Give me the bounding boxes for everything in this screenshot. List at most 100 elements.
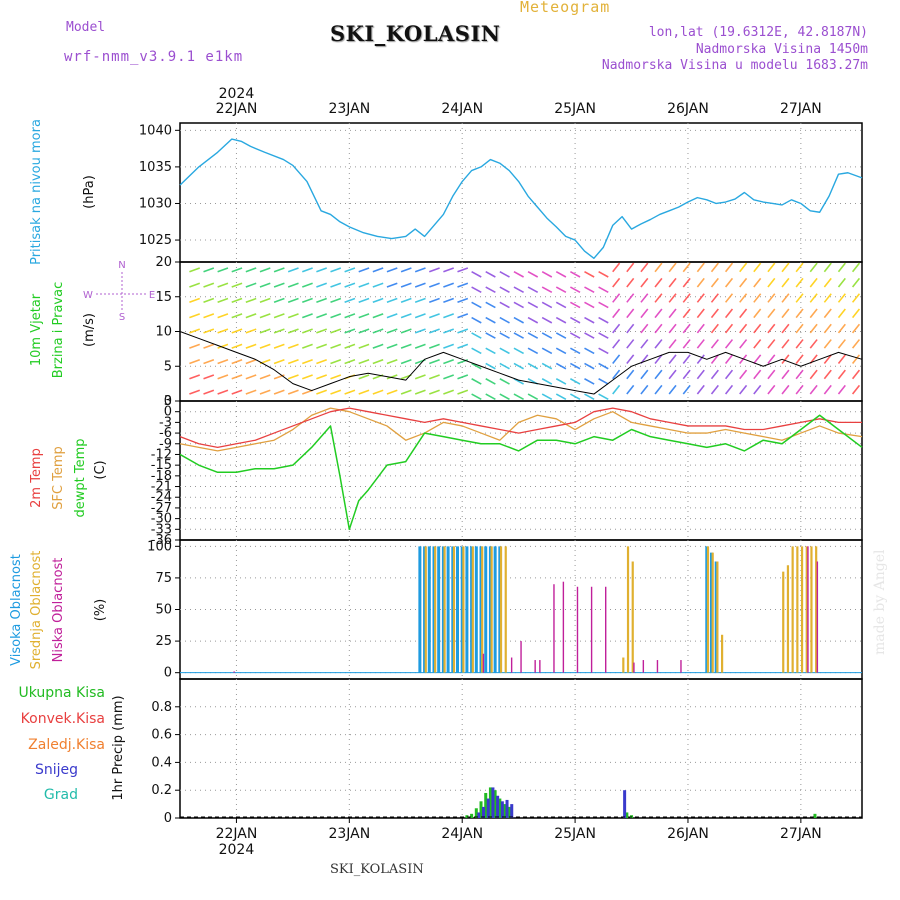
wind-barb bbox=[724, 277, 734, 288]
wind-barb bbox=[598, 332, 609, 339]
wind-barb bbox=[372, 358, 384, 365]
wind-barb bbox=[570, 393, 581, 401]
wind-barb bbox=[682, 293, 691, 303]
wind-barb bbox=[724, 262, 734, 273]
wind-barb bbox=[203, 313, 215, 319]
wind-barb bbox=[429, 282, 440, 288]
high-cloud-ylabel: Visoka Oblacnost bbox=[9, 554, 24, 666]
wind-barb bbox=[358, 374, 370, 380]
wind-barb bbox=[302, 358, 313, 365]
y-tick-label: 0 bbox=[164, 666, 172, 681]
wind-barb bbox=[527, 393, 539, 401]
wind-barb bbox=[781, 293, 790, 303]
wind-barb bbox=[358, 389, 370, 395]
wind-barb bbox=[696, 277, 705, 288]
wind-barb bbox=[471, 347, 482, 355]
wind-barb bbox=[429, 389, 440, 395]
wind-barb bbox=[302, 374, 313, 380]
wind-barb bbox=[471, 316, 482, 324]
y-tick-label: -24 bbox=[151, 490, 172, 505]
wind-barb bbox=[203, 282, 215, 288]
wind-barb bbox=[851, 384, 861, 395]
wind-barb bbox=[231, 313, 243, 319]
wind-barb bbox=[302, 343, 313, 349]
wind-barb bbox=[457, 343, 469, 349]
wind-barb bbox=[189, 297, 201, 304]
wind-barb bbox=[696, 293, 705, 303]
precip-bar bbox=[500, 801, 504, 818]
wind-barb bbox=[739, 262, 748, 273]
wind-barb bbox=[513, 332, 524, 339]
wind-barb bbox=[287, 374, 299, 380]
wind-barb bbox=[189, 282, 201, 288]
compass-west-label: W bbox=[83, 290, 93, 301]
wind-barb bbox=[259, 328, 271, 334]
wind-barb bbox=[555, 332, 567, 339]
time-tick-label-bottom: 25JAN bbox=[554, 826, 596, 842]
wind-barb bbox=[358, 282, 370, 288]
wind-barb bbox=[414, 328, 426, 334]
wind-barb bbox=[837, 384, 846, 395]
elevation-label: Nadmorska Visina 1450m bbox=[695, 42, 868, 57]
wind-barb bbox=[640, 293, 649, 303]
wind-barb bbox=[598, 271, 609, 278]
wind-barb bbox=[584, 347, 595, 355]
wind-barb bbox=[203, 358, 215, 365]
wind-barb bbox=[626, 323, 635, 334]
wind-barb bbox=[316, 267, 328, 273]
wind-barb bbox=[640, 369, 649, 380]
wind-barb bbox=[541, 316, 553, 324]
precip-legend-item: Snijeg bbox=[35, 762, 78, 778]
wind-barb bbox=[654, 369, 663, 380]
wind-barb bbox=[541, 301, 553, 309]
wind-barb bbox=[400, 343, 412, 349]
wind-barb bbox=[654, 277, 663, 288]
wind-barb bbox=[541, 271, 553, 278]
wind-barb bbox=[330, 374, 342, 380]
model-elevation-label: Nadmorska Visina u modelu 1683.27m bbox=[601, 58, 868, 73]
y-tick-label: 15 bbox=[155, 290, 172, 305]
wind-barb bbox=[231, 328, 243, 334]
y-tick-label: 5 bbox=[164, 359, 172, 374]
wind-barb bbox=[710, 262, 719, 273]
wind-barb bbox=[344, 267, 356, 273]
wind-barb bbox=[287, 343, 299, 349]
wind-barb bbox=[527, 271, 539, 278]
wind-barb bbox=[682, 277, 691, 288]
wind-barb bbox=[668, 323, 677, 334]
wind-barb bbox=[541, 393, 553, 401]
wind-barb bbox=[781, 339, 790, 349]
wind-barb bbox=[640, 323, 649, 334]
wind-barb bbox=[287, 267, 299, 273]
y-tick-label: 1040 bbox=[139, 123, 172, 138]
y-tick-label: 10 bbox=[155, 325, 172, 340]
wind-barb bbox=[344, 328, 356, 334]
precip-bar bbox=[474, 808, 478, 818]
time-tick-label-top: 26JAN bbox=[667, 101, 709, 117]
wind-barb bbox=[753, 339, 762, 349]
wind-barb bbox=[189, 374, 201, 380]
wind-barb bbox=[344, 297, 356, 304]
y-tick-label: -6 bbox=[159, 426, 172, 441]
wind-barb bbox=[696, 369, 705, 380]
wind-barb bbox=[189, 267, 201, 273]
wind-barb bbox=[626, 339, 635, 349]
wind-barb bbox=[710, 339, 719, 349]
wind-barb bbox=[259, 267, 271, 273]
wind-barb bbox=[513, 393, 524, 401]
wind-barb bbox=[541, 286, 553, 293]
precip-bar bbox=[625, 812, 629, 818]
precip-bar bbox=[813, 813, 817, 818]
wind-barb bbox=[795, 293, 804, 303]
wind-barb bbox=[668, 384, 677, 395]
wind-barb bbox=[471, 271, 482, 278]
wind-barb bbox=[287, 282, 299, 288]
wind-barb bbox=[386, 282, 398, 288]
y-tick-label: 0 bbox=[164, 394, 172, 409]
wind-barb bbox=[443, 358, 455, 365]
wind-barb bbox=[513, 316, 524, 324]
wind-barb bbox=[668, 308, 677, 319]
cloud-unit: (%) bbox=[93, 599, 108, 622]
wind-barb bbox=[330, 297, 342, 304]
wind-barb bbox=[555, 286, 567, 293]
